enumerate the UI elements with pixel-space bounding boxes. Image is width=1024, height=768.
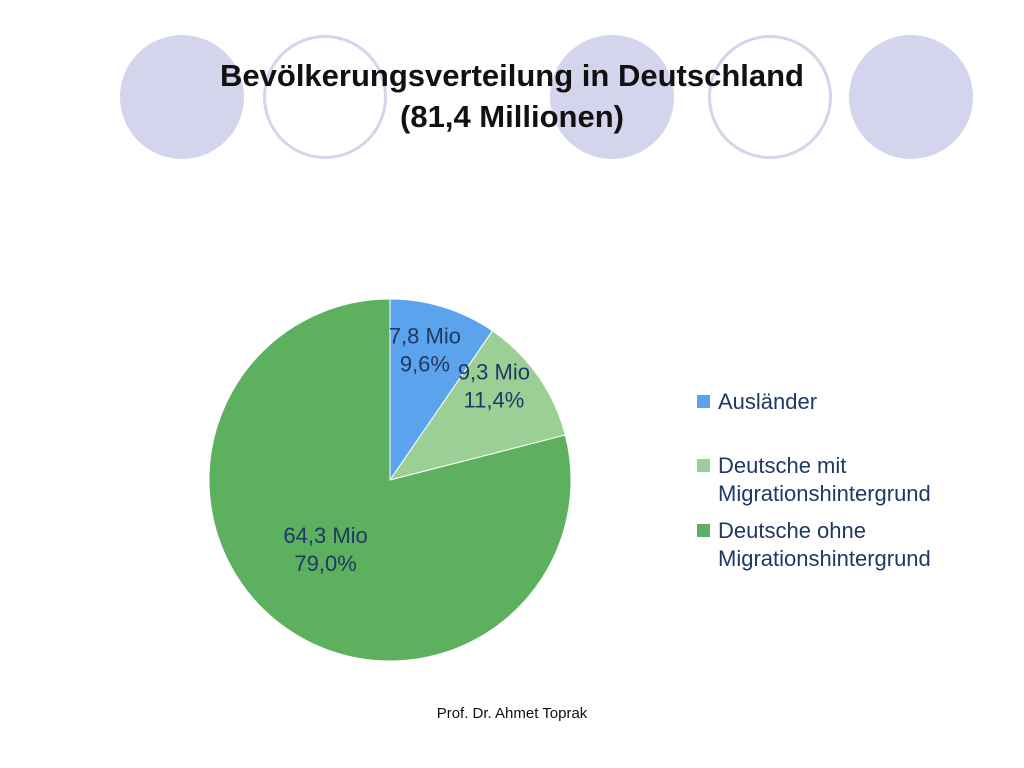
data-label-1: 7,8 Mio 9,6% — [389, 324, 461, 377]
slide-title: Bevölkerungsverteilung in Deutschland (8… — [112, 55, 912, 137]
slide-title-line-1: Bevölkerungsverteilung in Deutschland — [220, 58, 804, 93]
legend-swatch — [697, 459, 710, 472]
legend-label: Ausländer — [718, 389, 818, 414]
legend-label: Deutsche mit Migrationshintergrund — [718, 453, 931, 506]
footer-author: Prof. Dr. Ahmet Toprak — [436, 705, 588, 722]
decorative-ring — [263, 35, 387, 159]
pie-slices — [208, 298, 572, 662]
decorative-ring — [708, 35, 832, 159]
slide-title-line-2: (81,4 Millionen) — [400, 99, 624, 134]
pie-slice-1 — [389, 298, 494, 482]
pie-slice-3 — [208, 298, 572, 662]
pie-slice-2 — [388, 330, 566, 481]
legend-label: Deutsche ohne Migrationshintergrund — [718, 518, 931, 571]
decorative-circle — [550, 35, 674, 159]
legend-item-deutsche-ohne-migrationshintergrund: Deutsche ohne Migrationshintergrund — [697, 517, 931, 573]
decorative-circle — [849, 35, 973, 159]
legend-item-auslaender: Ausländer — [697, 388, 817, 416]
decorative-circle — [120, 35, 244, 159]
pie-data-labels: 7,8 Mio 9,6% 9,3 Mio 11,4% 64,3 Mio 79,0% — [283, 324, 530, 576]
legend-swatch — [697, 524, 710, 537]
legend-swatch — [697, 395, 710, 408]
legend-item-deutsche-mit-migrationshintergrund: Deutsche mit Migrationshintergrund — [697, 452, 931, 508]
data-label-3: 64,3 Mio 79,0% — [283, 523, 367, 576]
data-label-2: 9,3 Mio 11,4% — [458, 359, 530, 412]
